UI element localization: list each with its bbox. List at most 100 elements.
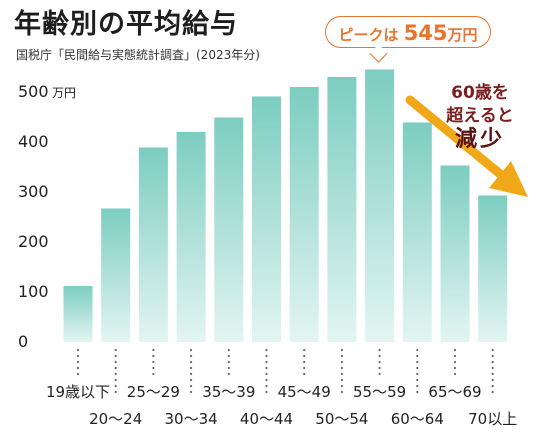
axis-dot bbox=[491, 348, 494, 352]
axis-dot bbox=[340, 348, 343, 352]
axis-dot bbox=[453, 372, 457, 376]
x-tick-label: 40～44 bbox=[240, 410, 293, 428]
axis-dot bbox=[190, 378, 193, 382]
axis-dot bbox=[227, 354, 230, 358]
axis-dot bbox=[190, 354, 193, 358]
axis-dot bbox=[114, 378, 117, 382]
axis-dot bbox=[265, 378, 268, 382]
peak-callout-prefix: ピークは bbox=[338, 26, 399, 44]
axis-dot bbox=[265, 384, 268, 388]
axis-dot bbox=[416, 366, 419, 370]
axis-dot bbox=[114, 354, 117, 358]
bar bbox=[440, 165, 470, 342]
bar bbox=[63, 286, 93, 342]
y-tick-label: 300 bbox=[18, 182, 49, 201]
x-tick-label: 20～24 bbox=[89, 410, 142, 428]
axis-dot bbox=[190, 366, 193, 370]
bar bbox=[365, 69, 395, 342]
chart-source: 国税庁「民間給与実態統計調査」(2023年分) bbox=[16, 48, 260, 62]
axis-dot bbox=[114, 360, 117, 364]
axis-dot bbox=[491, 378, 494, 382]
axis-dot bbox=[114, 372, 117, 376]
peak-callout: ピークは 545万円 bbox=[325, 16, 491, 48]
axis-dot bbox=[265, 390, 268, 394]
axis-dot bbox=[340, 390, 343, 394]
axis-dot bbox=[340, 360, 343, 364]
x-tick-label: 60～64 bbox=[391, 410, 444, 428]
peak-callout-suffix: 万円 bbox=[447, 26, 478, 44]
axis-dot bbox=[491, 390, 494, 394]
axis-dot bbox=[265, 354, 268, 358]
decrease-arrow-shaft bbox=[405, 95, 510, 183]
axis-dot bbox=[114, 384, 117, 388]
axis-dot bbox=[340, 384, 343, 388]
x-tick-label: 55～59 bbox=[353, 383, 406, 401]
y-tick-label: 500 bbox=[18, 82, 49, 101]
axis-dot bbox=[303, 360, 306, 364]
decrease-annotation: 60歳を 超えると 減少 bbox=[430, 82, 530, 151]
axis-dot bbox=[76, 366, 80, 370]
y-tick-label: 200 bbox=[18, 232, 49, 251]
x-tick-label: 19歳以下 bbox=[46, 383, 110, 401]
axis-dot bbox=[491, 372, 494, 376]
axis-dot bbox=[416, 348, 419, 352]
x-tick-label: 50～54 bbox=[315, 410, 368, 428]
y-tick-label: 400 bbox=[18, 132, 49, 151]
axis-dot bbox=[491, 366, 494, 370]
bar bbox=[101, 208, 131, 342]
axis-dot bbox=[491, 384, 494, 388]
axis-dot bbox=[152, 366, 155, 370]
axis-dot bbox=[416, 390, 419, 394]
axis-dot bbox=[303, 372, 306, 376]
axis-dot bbox=[114, 366, 117, 370]
x-tick-label: 70以上 bbox=[468, 410, 517, 428]
axis-dot bbox=[416, 378, 419, 382]
axis-dot bbox=[340, 354, 343, 358]
axis-dot bbox=[416, 372, 419, 376]
x-tick-label: 35～39 bbox=[202, 383, 255, 401]
chart-title: 年齢別の平均給与 bbox=[14, 9, 238, 40]
axis-dot bbox=[76, 354, 80, 358]
axis-dot bbox=[227, 372, 230, 376]
axis-dot bbox=[378, 348, 381, 352]
axis-dot bbox=[76, 360, 80, 364]
axis-dot bbox=[340, 372, 343, 376]
axis-dot bbox=[453, 366, 457, 370]
axis-dot bbox=[190, 390, 193, 394]
bar bbox=[327, 77, 357, 342]
axis-dot bbox=[265, 366, 268, 370]
axis-dot bbox=[453, 360, 457, 364]
axis-dot bbox=[303, 366, 306, 370]
axis-dot bbox=[152, 360, 155, 364]
bar bbox=[402, 122, 432, 342]
axis-dot bbox=[152, 348, 155, 352]
axis-dot bbox=[303, 354, 306, 358]
decrease-arrow-head bbox=[489, 161, 528, 197]
bar bbox=[478, 195, 508, 342]
axis-dot bbox=[453, 354, 457, 358]
bar bbox=[214, 117, 244, 342]
axis-dot bbox=[190, 384, 193, 388]
axis-dot bbox=[265, 360, 268, 364]
bar bbox=[138, 147, 168, 342]
axis-dot bbox=[416, 384, 419, 388]
axis-dot bbox=[340, 366, 343, 370]
y-tick-label: 100 bbox=[18, 282, 49, 301]
peak-callout-value: 545 bbox=[403, 21, 448, 45]
axis-dot bbox=[114, 348, 117, 352]
axis-dot bbox=[190, 360, 193, 364]
x-tick-label: 65～69 bbox=[428, 383, 481, 401]
x-tick-label: 45～49 bbox=[278, 383, 331, 401]
axis-dot bbox=[190, 348, 193, 352]
axis-dot bbox=[114, 390, 117, 394]
x-tick-label: 25～29 bbox=[127, 383, 180, 401]
axis-dot bbox=[265, 348, 268, 352]
bar bbox=[252, 96, 281, 342]
axis-dot bbox=[378, 354, 381, 358]
axis-dot bbox=[340, 378, 343, 382]
axis-dot bbox=[303, 348, 306, 352]
axis-dot bbox=[76, 372, 80, 376]
axis-dot bbox=[453, 348, 457, 352]
axis-dot bbox=[416, 354, 419, 358]
